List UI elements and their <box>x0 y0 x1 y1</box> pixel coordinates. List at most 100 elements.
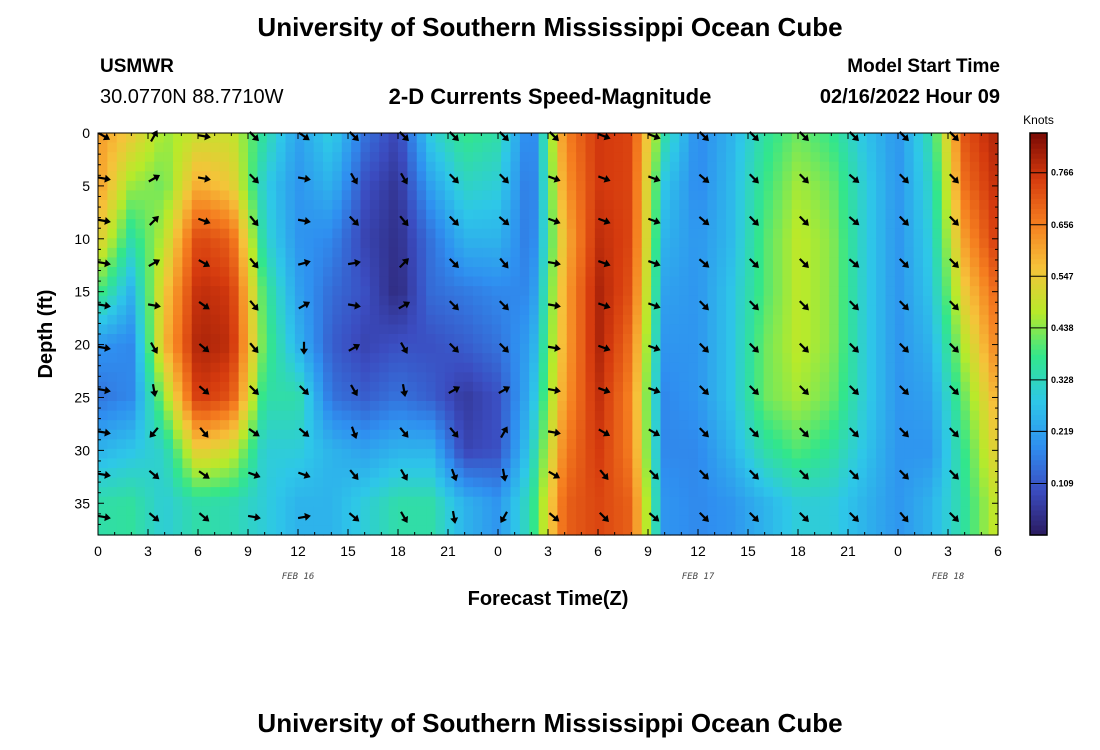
arrow-head <box>251 218 259 227</box>
heatmap-cell <box>566 161 577 172</box>
heatmap-cell <box>894 305 905 316</box>
heatmap-cell <box>576 161 587 172</box>
heatmap-cell <box>163 420 174 431</box>
heatmap-cell <box>529 487 540 498</box>
heatmap-cell <box>876 448 887 460</box>
heatmap-cell <box>341 314 352 326</box>
heatmap-cell <box>651 247 662 259</box>
heatmap-cell <box>773 219 783 230</box>
heatmap-cell <box>529 410 540 421</box>
heatmap-cell <box>613 324 624 335</box>
heatmap-cell <box>726 180 737 192</box>
heatmap-cell <box>529 458 540 469</box>
heatmap-cell <box>116 429 127 440</box>
heatmap-cell <box>763 496 774 507</box>
heatmap-cell <box>894 420 905 431</box>
heatmap-cell <box>191 334 202 345</box>
heatmap-cell <box>201 353 212 364</box>
heatmap-cell <box>454 496 465 507</box>
heatmap-cell <box>848 276 858 287</box>
heatmap-cell <box>923 238 933 249</box>
heatmap-cell <box>810 314 821 326</box>
heatmap-cell <box>463 171 474 182</box>
heatmap-cell <box>435 276 446 287</box>
heatmap-cell <box>951 267 962 278</box>
colorbar-swatch <box>1030 158 1047 164</box>
heatmap-cell <box>716 286 727 297</box>
heatmap-cell <box>904 209 915 220</box>
heatmap-cell <box>688 219 699 230</box>
heatmap-cell <box>876 381 887 393</box>
arrow-head <box>554 301 561 310</box>
heatmap-cell <box>679 487 690 498</box>
heatmap-cell <box>941 267 952 278</box>
heatmap-cell <box>876 334 887 345</box>
heatmap-cell <box>323 133 333 144</box>
heatmap-cell <box>501 267 512 278</box>
heatmap-cell <box>623 247 633 259</box>
heatmap-cell <box>135 276 146 287</box>
heatmap-cell <box>857 477 868 488</box>
heatmap-cell <box>257 295 268 306</box>
heatmap-cell <box>163 401 174 412</box>
heatmap-cell <box>538 381 549 393</box>
heatmap-cell <box>285 161 296 172</box>
colorbar-swatch <box>1030 283 1047 290</box>
heatmap-cell <box>707 391 718 402</box>
heatmap-cell <box>173 171 183 182</box>
heatmap-cell <box>360 247 371 259</box>
heatmap-cell <box>126 515 137 527</box>
heatmap-cell <box>726 429 737 440</box>
heatmap-cell <box>116 133 127 144</box>
heatmap-cell <box>454 477 465 488</box>
heatmap-cell <box>294 200 305 211</box>
heatmap-cell <box>379 515 390 527</box>
heatmap-cell <box>144 152 155 163</box>
arrow-head <box>204 174 211 183</box>
heatmap-cell <box>744 448 755 460</box>
heatmap-cell <box>726 391 737 402</box>
heatmap-cell <box>257 161 268 172</box>
heatmap-cell <box>951 228 962 239</box>
heatmap-cell <box>444 286 455 297</box>
heatmap-cell <box>276 448 287 460</box>
heatmap-cell <box>313 295 324 306</box>
heatmap-cell <box>369 487 380 498</box>
heatmap-cell <box>248 295 258 306</box>
heatmap-cell <box>866 439 877 450</box>
heatmap-cell <box>435 295 446 306</box>
heatmap-cell <box>416 448 427 460</box>
heatmap-cell <box>351 334 362 345</box>
heatmap-cell <box>519 410 530 421</box>
heatmap-cell <box>210 429 221 440</box>
heatmap-cell <box>285 391 296 402</box>
heatmap-cell <box>660 152 671 163</box>
heatmap-cell <box>951 238 962 249</box>
heatmap-cell <box>491 247 502 259</box>
heatmap-cell <box>482 324 493 335</box>
heatmap-cell <box>988 448 999 460</box>
heatmap-cell <box>323 343 333 354</box>
arrow-head <box>254 513 261 522</box>
heatmap-cell <box>604 286 615 297</box>
current-arrow <box>97 259 111 268</box>
heatmap-cell <box>632 362 643 373</box>
heatmap-cell <box>604 334 615 345</box>
heatmap-cell <box>341 142 352 153</box>
heatmap-cell <box>238 429 249 440</box>
heatmap-cell <box>669 142 680 153</box>
heatmap-cell <box>388 247 399 259</box>
heatmap-cell <box>604 267 615 278</box>
heatmap-cell <box>257 267 268 278</box>
heatmap-cell <box>126 295 137 306</box>
heatmap-cell <box>276 142 287 153</box>
heatmap-cell <box>604 161 615 172</box>
heatmap-cell <box>660 506 671 517</box>
heatmap-cell <box>210 334 221 345</box>
heatmap-cell <box>219 496 230 507</box>
heatmap-cell <box>641 525 652 536</box>
heatmap-cell <box>566 257 577 268</box>
heatmap-cell <box>379 238 390 249</box>
heatmap-cell <box>238 180 249 192</box>
heatmap-cell <box>988 324 999 335</box>
